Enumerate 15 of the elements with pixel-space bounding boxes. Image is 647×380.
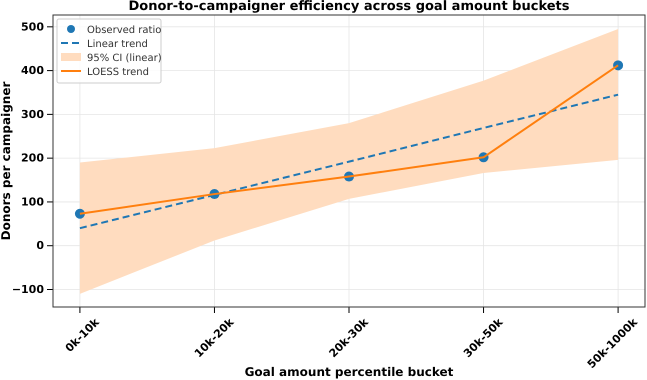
y-tick-label: 0 <box>36 239 44 252</box>
y-tick-label: 400 <box>21 64 44 78</box>
chart-title: Donor-to-campaigner efficiency across goal amount buckets <box>128 0 570 14</box>
y-tick-label: 500 <box>21 20 44 34</box>
legend-label: LOESS trend <box>87 67 149 78</box>
legend-label: Linear trend <box>87 39 148 50</box>
x-axis-title: Goal amount percentile bucket <box>244 365 454 379</box>
line-series <box>78 94 620 230</box>
y-tick-label: 300 <box>21 108 44 121</box>
y-axis-title: Donors per campaigner <box>0 82 13 240</box>
y-tick-label: 100 <box>21 195 44 208</box>
y-tick-label: −100 <box>12 283 44 296</box>
annotation: 95% CI (linear) <box>87 53 162 64</box>
legend-label: Observed ratio <box>87 25 162 36</box>
y-tick-label: 200 <box>21 152 44 165</box>
